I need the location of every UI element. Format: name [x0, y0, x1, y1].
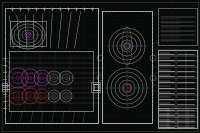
Bar — [158, 50, 197, 128]
Bar — [94, 84, 99, 90]
Bar — [2, 83, 7, 91]
Bar — [91, 82, 100, 92]
Bar — [9, 51, 93, 111]
Bar — [158, 8, 197, 45]
Bar — [102, 11, 152, 123]
Bar — [158, 108, 197, 128]
Bar — [10, 21, 46, 46]
Bar — [5, 8, 98, 123]
